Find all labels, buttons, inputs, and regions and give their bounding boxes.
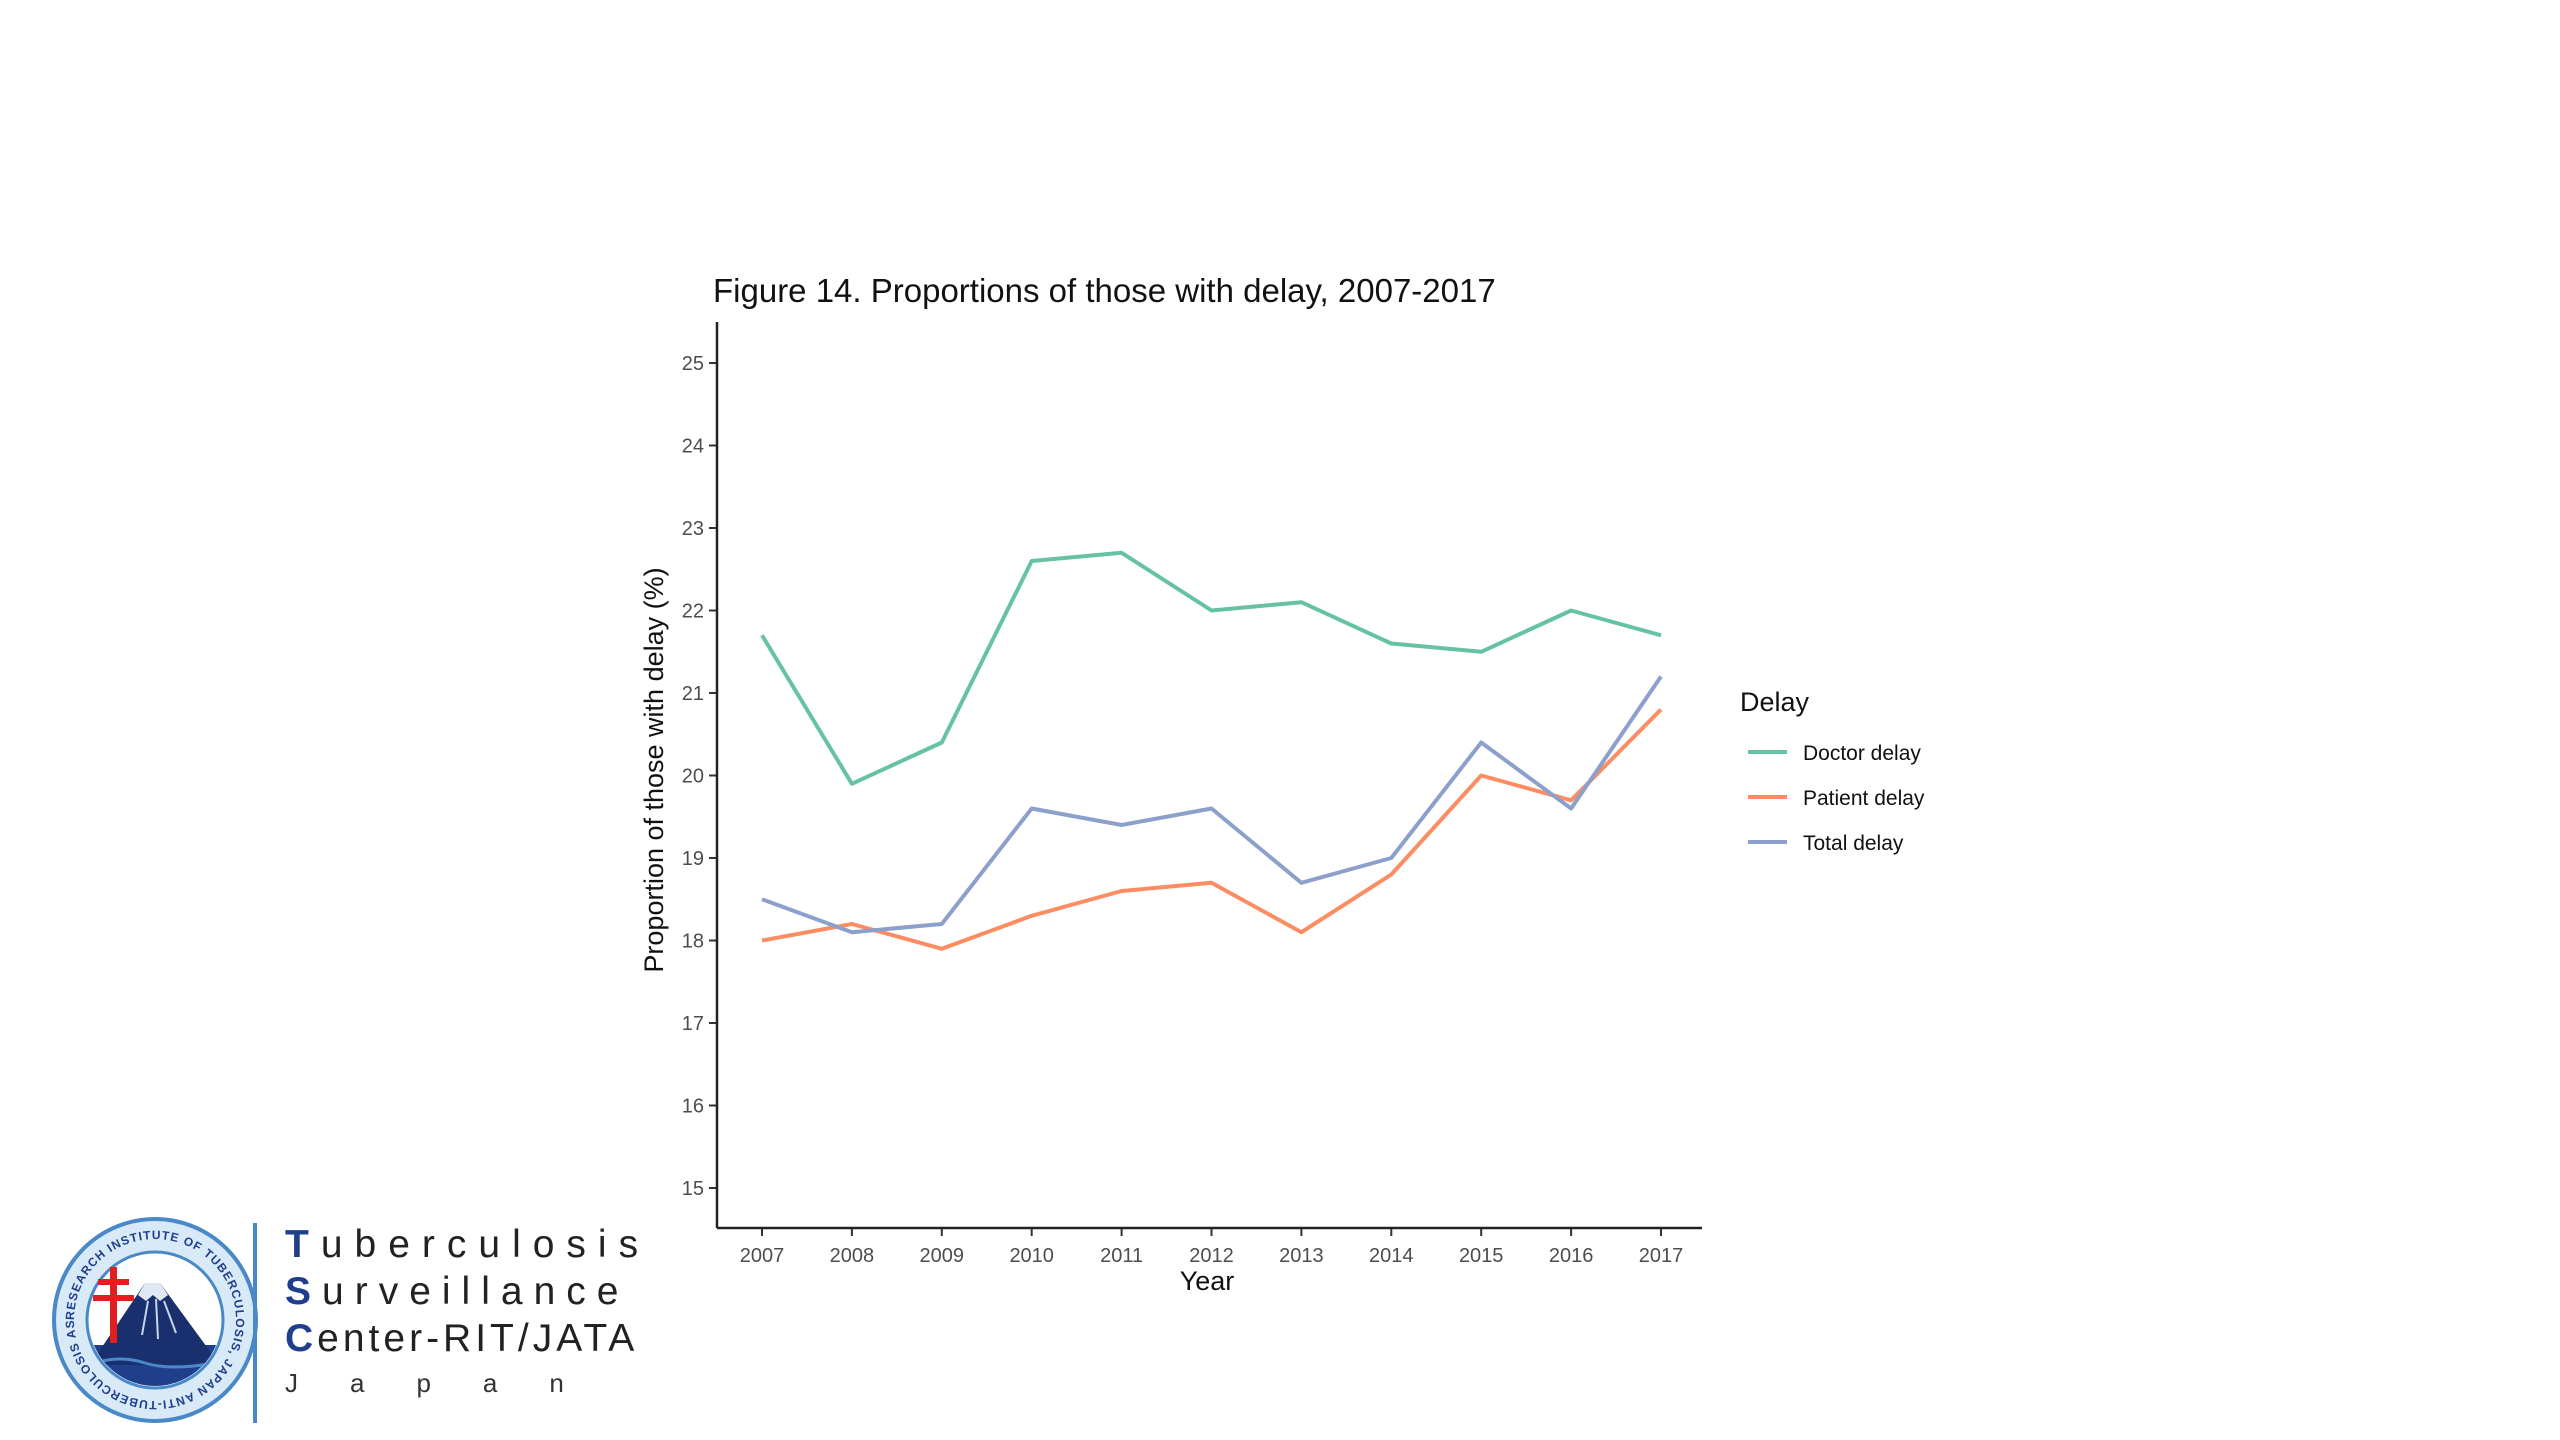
x-axis-ticks: 2007 2008 2009 2010 2011 2012 2013 2014 2015 2016… — [740, 1228, 1684, 1267]
y-axis-title: Proportion of those with delay (%) — [639, 567, 669, 972]
series-line-doctor-delay — [760, 550, 1662, 786]
y-tick-label: 19 — [682, 848, 704, 870]
y-tick-label: 15 — [682, 1178, 704, 1200]
logo-line-center: Center-RIT/JATA — [285, 1317, 639, 1360]
y-tick-label: 18 — [682, 931, 704, 953]
tsc-logo: RESEARCH INSTITUTE OF TUBERCULOSIS, JAPA… — [50, 1215, 670, 1425]
y-tick-label: 21 — [682, 683, 704, 705]
series-lines — [760, 550, 1663, 951]
logo-line-tuberculosis: Tuberculosis — [285, 1223, 651, 1266]
x-tick-label: 2014 — [1369, 1245, 1414, 1267]
x-tick-label: 2012 — [1189, 1245, 1234, 1267]
x-tick-label: 2015 — [1459, 1245, 1504, 1267]
x-tick-label: 2007 — [740, 1245, 785, 1267]
y-tick-label: 25 — [682, 353, 704, 375]
y-tick-label: 23 — [682, 518, 704, 540]
y-tick-label: 24 — [682, 436, 704, 458]
y-axis-ticks: 15 16 17 18 19 20 21 22 23 24 25 — [682, 353, 717, 1200]
legend-label-doctor-delay: Doctor delay — [1803, 742, 1921, 765]
x-tick-label: 2009 — [920, 1245, 965, 1267]
series-line-total-delay — [761, 675, 1663, 935]
legend-label-total-delay: Total delay — [1803, 832, 1904, 855]
logo-line-surveillance: Surveillance — [285, 1270, 630, 1313]
x-tick-label: 2016 — [1549, 1245, 1594, 1267]
y-tick-label: 22 — [682, 601, 704, 623]
x-tick-label: 2011 — [1100, 1245, 1143, 1267]
seal-logo-icon: RESEARCH INSTITUTE OF TUBERCULOSIS, JAPA… — [50, 1215, 258, 1423]
legend-title: Delay — [1740, 687, 1810, 717]
legend-label-patient-delay: Patient delay — [1803, 787, 1925, 810]
x-tick-label: 2008 — [830, 1245, 875, 1267]
series-line-patient-delay — [761, 708, 1663, 951]
y-tick-label: 16 — [682, 1096, 704, 1118]
double-cross-icon — [93, 1267, 134, 1343]
logo-line-japan: Japan — [285, 1368, 616, 1398]
logo-divider — [253, 1223, 257, 1423]
legend: Doctor delay Patient delay Total delay — [1748, 742, 1925, 855]
x-tick-label: 2010 — [1009, 1245, 1054, 1267]
y-tick-label: 20 — [682, 766, 704, 788]
x-axis-title: Year — [1180, 1266, 1235, 1296]
x-tick-label: 2017 — [1639, 1245, 1684, 1267]
chart-title: Figure 14. Proportions of those with del… — [713, 272, 1496, 309]
y-tick-label: 17 — [682, 1013, 704, 1035]
x-tick-label: 2013 — [1279, 1245, 1324, 1267]
